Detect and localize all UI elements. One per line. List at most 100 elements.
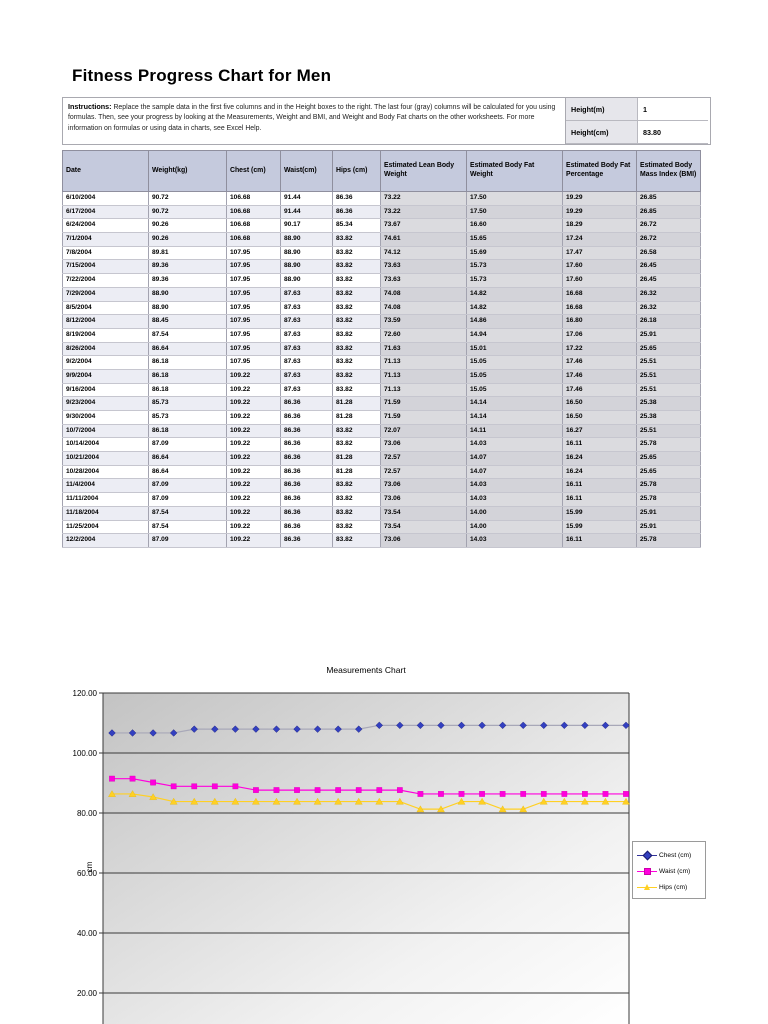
- square-marker: [211, 783, 218, 790]
- table-cell: 109.22: [226, 533, 281, 548]
- table-cell: 87.63: [280, 383, 333, 398]
- column-header: Weight(kg): [148, 150, 227, 192]
- height-cm-label: Height(cm): [566, 121, 638, 144]
- table-cell: 106.68: [226, 205, 281, 220]
- diamond-marker: [457, 721, 466, 730]
- table-cell: 83.82: [332, 342, 381, 357]
- table-cell: 83.82: [332, 246, 381, 261]
- table-cell: 83.82: [332, 328, 381, 343]
- table-cell: 25.65: [636, 342, 701, 357]
- table-cell: 25.78: [636, 437, 701, 453]
- square-marker: [417, 791, 424, 797]
- table-cell: 87.63: [280, 369, 333, 384]
- table-cell: 25.91: [636, 520, 701, 535]
- diamond-marker: [396, 721, 404, 730]
- table-cell: 16.11: [562, 492, 637, 507]
- table-cell: 91.44: [280, 191, 333, 206]
- table-cell: 106.68: [226, 232, 281, 247]
- square-marker: [150, 779, 156, 786]
- table-row: 8/5/2004 88.90 107.95 87.63 83.82 74.08 14.82 1…: [62, 301, 701, 316]
- table-cell: 26.85: [636, 191, 701, 206]
- triangle-marker: [313, 797, 322, 805]
- table-cell: 15.99: [562, 506, 637, 521]
- table-cell: 83.82: [332, 424, 381, 439]
- triangle-marker: [108, 790, 116, 797]
- table-row: 11/11/2004 87.09 109.22 86.36 83.82 73.06 14.0…: [62, 492, 701, 507]
- square-marker: [396, 787, 403, 793]
- table-cell: 88.90: [148, 301, 227, 316]
- square-marker: [520, 791, 527, 797]
- table-cell: 26.45: [636, 273, 701, 288]
- table-row: 7/15/2004 89.36 107.95 88.90 83.82 73.63 15.73…: [62, 259, 701, 275]
- table-cell: 16.27: [562, 424, 637, 439]
- table-cell: 73.06: [380, 437, 467, 453]
- table-row: 11/4/2004 87.09 109.22 86.36 83.82 73.06 14.03…: [62, 478, 701, 494]
- table-cell: 73.22: [380, 191, 467, 206]
- table-cell: 26.58: [636, 246, 701, 261]
- table-cell: 6/24/2004: [62, 218, 149, 234]
- table-cell: 83.82: [332, 520, 381, 535]
- table-cell: 7/22/2004: [62, 273, 149, 288]
- triangle-legend-marker-icon: [637, 882, 657, 892]
- square-marker: [129, 775, 136, 782]
- table-cell: 25.91: [636, 328, 701, 343]
- table-cell: 107.95: [226, 342, 281, 357]
- diamond-marker: [231, 725, 240, 733]
- table-cell: 109.22: [226, 424, 281, 439]
- table-cell: 9/23/2004: [62, 396, 149, 411]
- table-cell: 87.09: [148, 478, 227, 494]
- table-cell: 10/21/2004: [62, 451, 149, 466]
- triangle-marker: [375, 797, 384, 805]
- column-header: Estimated Body Mass Index (BMI): [636, 150, 701, 192]
- table-cell: 9/2/2004: [62, 355, 149, 370]
- table-cell: 11/25/2004: [62, 520, 149, 535]
- chart-title: Measurements Chart: [326, 665, 406, 675]
- table-row: 10/28/2004 86.64 109.22 86.36 81.28 72.57 14.0…: [62, 465, 701, 480]
- table-cell: 26.32: [636, 301, 701, 316]
- diamond-marker: [540, 721, 548, 730]
- table-cell: 86.36: [280, 506, 333, 521]
- square-marker: [253, 787, 259, 793]
- height-box: Height(m) 1 Height(cm) 83.80: [565, 97, 711, 145]
- table-cell: 26.72: [636, 218, 701, 234]
- table-cell: 85.73: [148, 410, 227, 425]
- table-cell: 91.44: [280, 205, 333, 220]
- table-cell: 87.63: [280, 314, 333, 329]
- table-row: 9/2/2004 86.18 107.95 87.63 83.82 71.13 15.05 1…: [62, 355, 701, 370]
- diamond-marker: [437, 721, 445, 730]
- column-header: Estimated Body Fat Percentage: [562, 150, 637, 192]
- table-cell: 73.06: [380, 492, 467, 507]
- table-cell: 83.82: [332, 355, 381, 370]
- table-row: 7/22/2004 89.36 107.95 88.90 83.82 73.63 15.73…: [62, 273, 701, 288]
- table-cell: 16.80: [562, 314, 637, 329]
- table-cell: 14.07: [466, 451, 563, 466]
- table-cell: 107.95: [226, 314, 281, 329]
- table-cell: 14.03: [466, 437, 563, 453]
- diamond-marker: [334, 725, 342, 733]
- table-cell: 83.82: [332, 301, 381, 316]
- table-cell: 86.64: [148, 465, 227, 480]
- table-cell: 14.86: [466, 314, 563, 329]
- table-cell: 8/5/2004: [62, 301, 149, 316]
- y-tick-label: 80.00: [77, 809, 98, 818]
- column-header: Hips (cm): [332, 150, 381, 192]
- table-cell: 88.90: [280, 246, 333, 261]
- table-cell: 83.82: [332, 478, 381, 494]
- table-cell: 15.65: [466, 232, 563, 247]
- diamond-marker: [416, 721, 425, 730]
- square-marker: [109, 775, 115, 782]
- table-cell: 17.47: [562, 246, 637, 261]
- column-header: Waist(cm): [280, 150, 333, 192]
- table-cell: 71.13: [380, 383, 467, 398]
- series-line-triangle: [112, 793, 626, 810]
- diamond-marker: [108, 729, 116, 737]
- y-tick-label: 60.00: [77, 869, 98, 878]
- table-cell: 19.29: [562, 191, 637, 206]
- table-cell: 107.95: [226, 301, 281, 316]
- triangle-marker: [272, 797, 281, 805]
- square-marker: [540, 791, 547, 797]
- table-cell: 109.22: [226, 478, 281, 494]
- table-cell: 109.22: [226, 410, 281, 425]
- table-cell: 89.36: [148, 273, 227, 288]
